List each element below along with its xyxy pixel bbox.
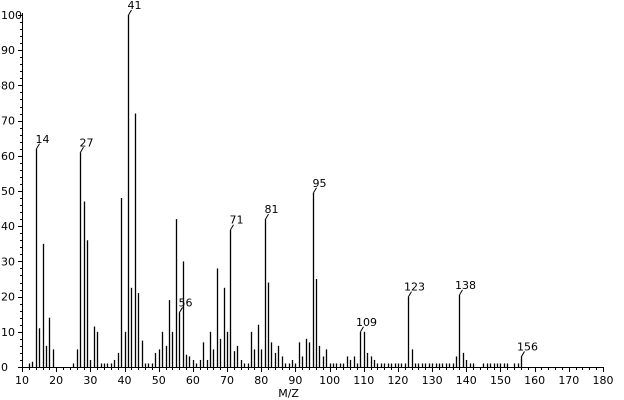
peak-label-leader (128, 9, 132, 16)
y-tick-label: 100 (1, 9, 22, 22)
y-tick-label: 0 (1, 361, 8, 374)
x-tick-label: 150 (490, 374, 511, 387)
x-tick-label: 40 (118, 374, 132, 387)
peak-label-leader (360, 326, 364, 333)
peak-label: 138 (455, 279, 476, 292)
peak-label: 27 (80, 136, 94, 149)
peak-label-leader (80, 147, 84, 153)
peak-label-leader (230, 224, 234, 230)
x-tick-label: 80 (254, 374, 268, 387)
x-tick-label: 180 (593, 374, 614, 387)
x-tick-label: 20 (49, 374, 63, 387)
x-tick-label: 130 (422, 374, 443, 387)
x-tick-label: 120 (387, 374, 408, 387)
peak-label-leader (313, 187, 317, 194)
axes-group (22, 13, 603, 368)
peak-label-leader (408, 291, 412, 297)
peak-label: 95 (313, 177, 327, 190)
x-tick-label: 170 (558, 374, 579, 387)
y-tick-label: 90 (1, 44, 15, 57)
ticks-group: 10 20 30 40 50 60 70 80 90 100 110 120 130 140 150 160 1… (1, 9, 614, 387)
x-tick-label: 110 (353, 374, 374, 387)
x-tick-label: 100 (319, 374, 340, 387)
x-tick-label: 10 (15, 374, 29, 387)
peak-label: 81 (265, 203, 279, 216)
y-tick-label: 80 (1, 79, 15, 92)
peak-label: 56 (179, 296, 193, 309)
peak-label-leader (36, 143, 40, 150)
peak-labels-group: 14 27 41 56 71 81 95 109 123 138 156 (36, 0, 538, 357)
x-tick-label: 50 (152, 374, 166, 387)
peak-label: 156 (517, 340, 538, 353)
peak-label: 41 (128, 0, 142, 12)
peak-label: 71 (230, 214, 244, 227)
peaks-group (28, 15, 523, 367)
peak-label: 123 (404, 281, 425, 294)
peak-label: 109 (356, 316, 377, 329)
peak-label-leader (265, 213, 269, 220)
y-tick-label: 60 (1, 150, 15, 163)
y-tick-label: 70 (1, 115, 15, 128)
x-axis-title: M/Z (278, 387, 299, 400)
peak-label-leader (179, 307, 183, 313)
peak-label: 14 (36, 133, 50, 146)
y-tick-label: 40 (1, 220, 15, 233)
peak-label-leader (521, 351, 525, 357)
peak-label-leader (459, 289, 463, 296)
x-tick-label: 60 (186, 374, 200, 387)
x-tick-label: 160 (524, 374, 545, 387)
y-tick-label: 10 (1, 326, 15, 339)
y-tick-label: 30 (1, 255, 15, 268)
x-tick-label: 30 (83, 374, 97, 387)
x-tick-label: 70 (220, 374, 234, 387)
y-tick-label: 50 (1, 185, 15, 198)
x-tick-label: 140 (456, 374, 477, 387)
x-tick-label: 90 (288, 374, 302, 387)
y-tick-label: 20 (1, 291, 15, 304)
